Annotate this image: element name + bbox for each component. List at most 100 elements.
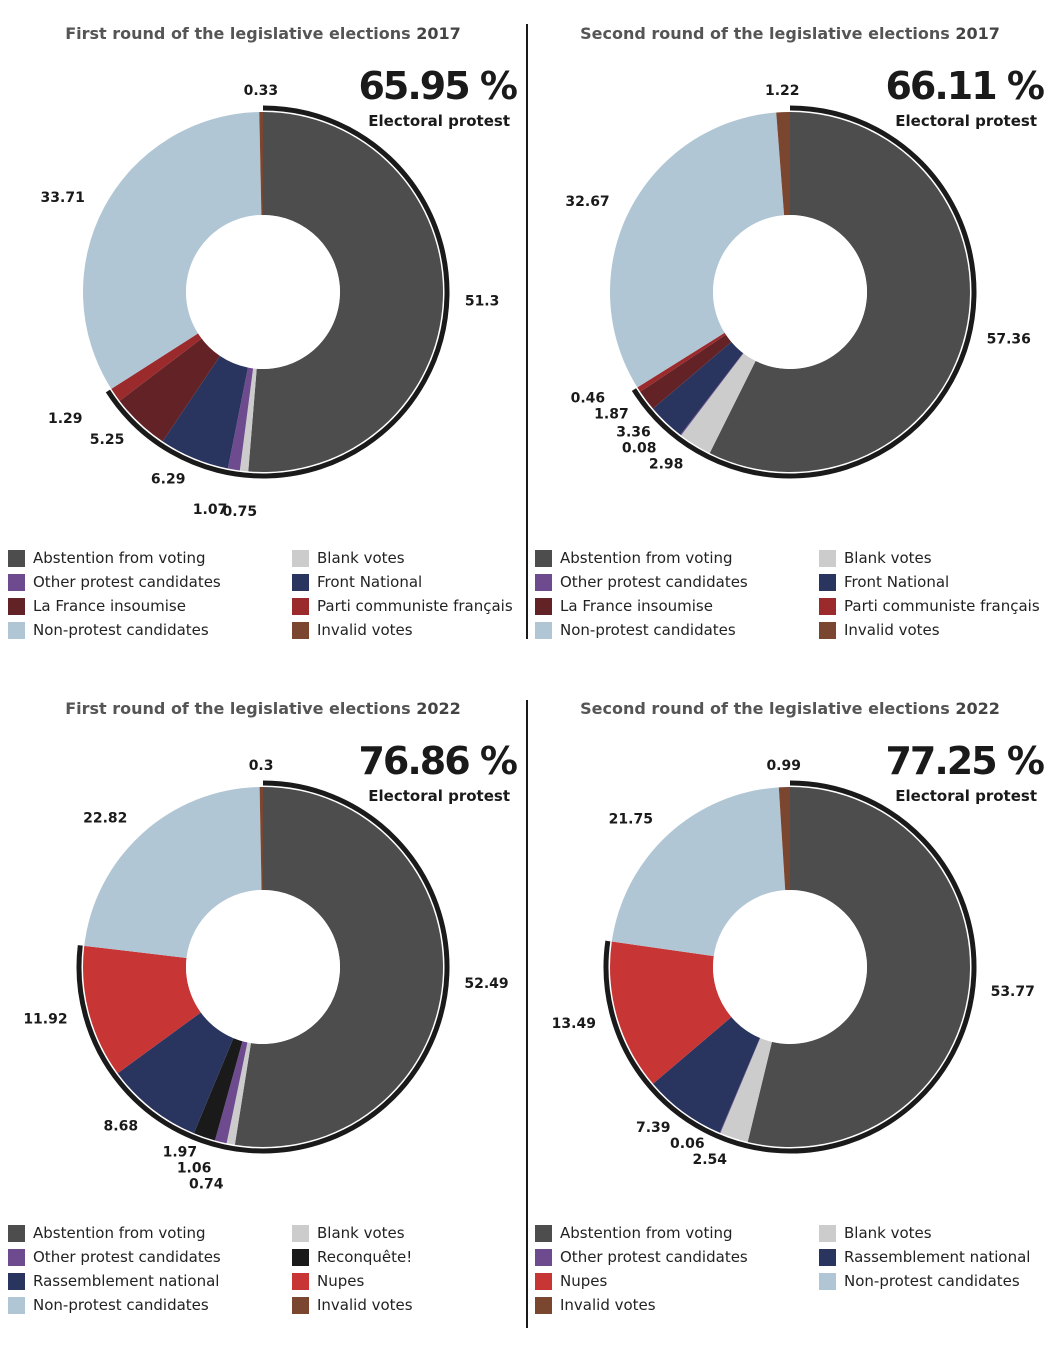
legend-swatch [292,1296,309,1314]
legend-label: Blank votes [844,1224,932,1242]
legend-item-la-france-insoumise: La France insoumise [8,596,292,616]
slice-parti-communiste-franc-ais [111,333,202,401]
data-label: 0.33 [244,83,279,99]
legend-swatch [292,1224,309,1242]
data-label: 0.75 [223,504,258,520]
donut-chart: 53.77 2.540.067.39 13.49 21.75 0.99 [552,758,1035,1168]
legend-item-other-protest-candidates: Other protest candidates [535,572,819,592]
legend-swatch [535,1248,552,1266]
donut-hole [186,890,340,1044]
legend-swatch [819,1272,836,1290]
legend-label: Other protest candidates [33,573,221,591]
legend-label: Blank votes [844,549,932,567]
slice-rassemblement-national [653,1016,760,1133]
data-label: 0.08 [622,441,657,457]
data-label: 5.25 [90,432,125,448]
legend-label: Parti communiste français [317,597,513,615]
legend-swatch [535,573,552,591]
legend-swatch [535,1296,552,1314]
legend-label: La France insoumise [33,597,186,615]
legend-swatch [8,1224,25,1242]
donut-hole [713,890,867,1044]
electoral-protest-arc [603,780,977,1154]
legend-label: Parti communiste français [844,597,1040,615]
legend-label: Other protest candidates [33,1248,221,1266]
legend-label: Other protest candidates [560,1248,748,1266]
legend-swatch [535,621,552,639]
data-label: 1.97 [163,1144,198,1160]
headline-label: Electoral protest [895,112,1037,130]
legend-swatch [535,1272,552,1290]
chart-title: Second round of the legislative election… [580,24,1000,43]
legend-item-parti-communiste-franc-ais: Parti communiste français [292,596,528,616]
legend-label: Reconquête! [317,1248,413,1266]
legend-item-front-national: Front National [292,572,528,592]
data-label: 2.98 [649,457,684,473]
donut-chart: 52.49 0.741.061.97 8.68 11.92 22.82 0.3 [23,758,508,1192]
slice-abstention-from-voting [234,787,443,1147]
legend-item-blank-votes: Blank votes [292,548,528,568]
data-label: 3.36 [616,425,651,441]
data-label: 52.49 [464,976,508,992]
slice-invalid-votes [259,112,263,216]
electoral-protest-arc [76,780,450,1154]
legend-label: Non-protest candidates [33,621,209,639]
data-label: 1.87 [594,407,629,423]
legend-label: Non-protest candidates [844,1272,1020,1290]
data-label: 0.3 [249,758,274,774]
data-label: 11.92 [23,1011,67,1027]
legend-label: Abstention from voting [33,1224,206,1242]
legend-swatch [292,621,309,639]
legend-item-invalid-votes: Invalid votes [292,620,528,640]
donut-panel: Second round of the legislative election… [527,0,1052,670]
donut-chart: 51.3 0.751.07 6.29 5.25 1.29 33.71 0.33 [41,83,500,520]
legend-label: Nupes [560,1272,608,1290]
legend-item-nupes: Nupes [292,1271,528,1291]
donut-panel: Second round of the legislative election… [527,675,1052,1345]
slice-nupes [82,945,201,1074]
legend-label: Invalid votes [560,1296,656,1314]
legend-item-rassemblement-national: Rassemblement national [819,1247,1052,1267]
data-label: 7.39 [636,1120,671,1136]
slice-non-protest-candidates [611,787,786,957]
legend: Abstention from voting Blank votes Other p… [535,548,1052,640]
slice-parti-communiste-franc-ais [637,332,726,392]
legend-item-non-protest-candidates: Non-protest candidates [8,620,292,640]
slice-la-france-insoumise [640,334,732,409]
slice-la-france-insoumise [119,338,221,442]
slice-blank-votes [681,353,756,454]
legend-swatch [292,1272,309,1290]
legend-item-invalid-votes: Invalid votes [535,1295,819,1315]
slice-other-protest-candidates [227,367,254,471]
legend-label: Front National [317,573,423,591]
legend-swatch [8,1272,25,1290]
legend-swatch [8,1296,25,1314]
legend-item-front-national: Front National [819,572,1052,592]
legend-item-reconque-te: Reconquête! [292,1247,528,1267]
legend-swatch [8,597,25,615]
data-label: 32.67 [565,194,609,210]
legend-item-abstention-from-voting: Abstention from voting [535,548,819,568]
legend-label: La France insoumise [560,597,713,615]
legend-swatch [819,1248,836,1266]
slice-non-protest-candidates [84,787,262,958]
legend-item-other-protest-candidates: Other protest candidates [535,1247,819,1267]
slice-front-national [162,355,248,469]
divider [526,24,528,639]
legend-swatch [819,621,836,639]
headline-value: 65.95 % [358,64,518,108]
data-label: 13.49 [552,1016,596,1032]
slice-invalid-votes [776,112,790,216]
data-label: 2.54 [692,1152,727,1168]
electoral-protest-arc [631,105,977,479]
legend-item-invalid-votes: Invalid votes [292,1295,528,1315]
legend-swatch [292,573,309,591]
legend-label: Non-protest candidates [33,1296,209,1314]
legend-label: Nupes [317,1272,365,1290]
headline-value: 66.11 % [885,64,1045,108]
legend-item-blank-votes: Blank votes [819,548,1052,568]
slice-abstention-from-voting [747,787,970,1147]
slice-blank-votes [226,1042,251,1145]
data-label: 0.06 [670,1136,705,1152]
legend-label: Front National [844,573,950,591]
